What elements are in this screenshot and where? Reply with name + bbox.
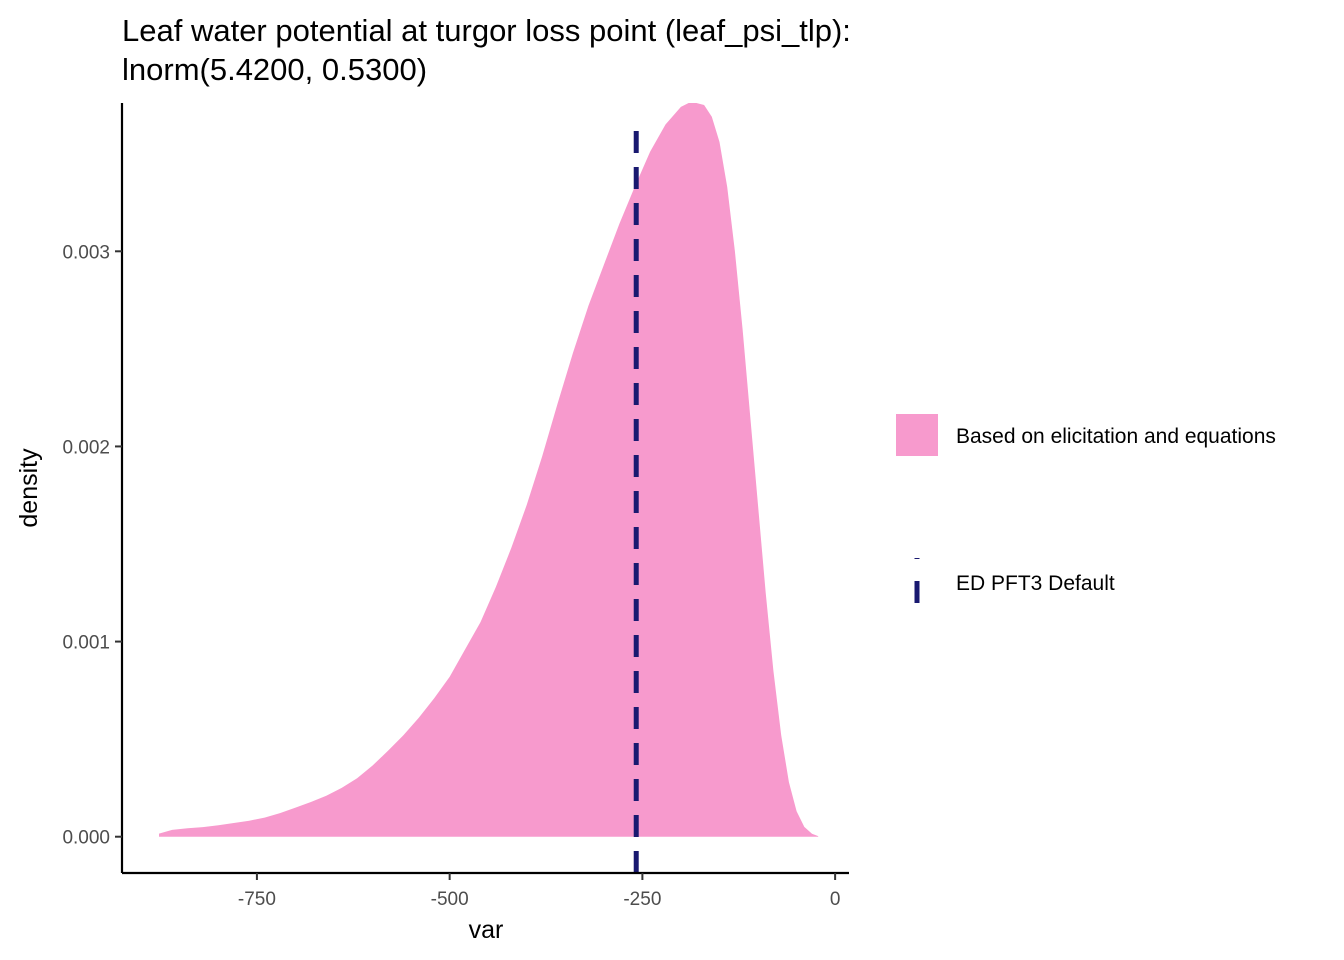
plot-area (159, 103, 819, 873)
x-tick-label: -500 (431, 889, 469, 910)
chart-title-line2: lnorm(5.4200, 0.5300) (122, 52, 427, 87)
x-tick-label: -250 (623, 889, 661, 910)
legend: Based on elicitation and equations ED PF… (896, 414, 1276, 604)
y-axis-title: density (15, 448, 43, 528)
legend-key-fill (896, 414, 938, 456)
x-axis-title: var (469, 916, 504, 944)
axes: -750 -500 -250 0 0.000 0.001 0.002 0.003 (62, 103, 849, 910)
density-area (159, 103, 819, 837)
x-tick-label: -750 (238, 889, 276, 910)
chart-title-line1: Leaf water potential at turgor loss poin… (122, 13, 851, 48)
legend-label-vline: ED PFT3 Default (956, 572, 1115, 595)
y-tick-label: 0.001 (62, 633, 110, 654)
y-tick-label: 0.003 (62, 242, 110, 263)
y-tick-label: 0.002 (62, 437, 110, 458)
y-tick-label: 0.000 (62, 828, 110, 849)
legend-label-fill: Based on elicitation and equations (956, 425, 1276, 448)
x-tick-label: 0 (830, 889, 841, 910)
